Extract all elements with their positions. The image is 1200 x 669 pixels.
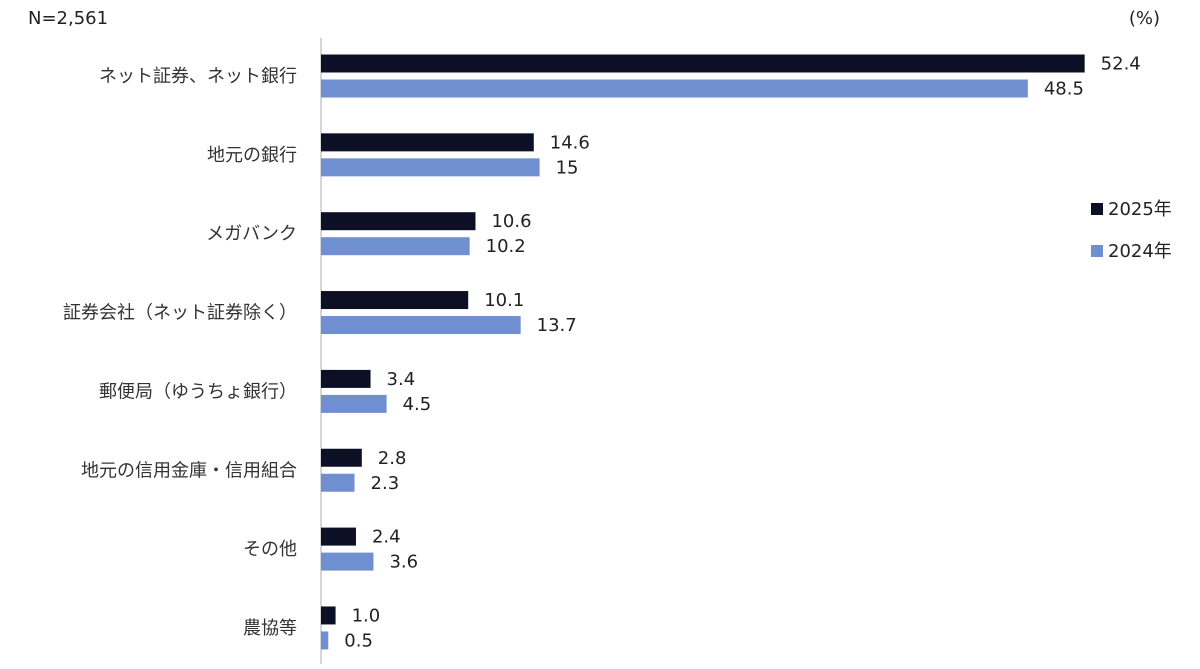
- category-label: メガバンク: [206, 224, 297, 245]
- category-label: その他: [243, 539, 297, 560]
- bar: [321, 552, 374, 571]
- bar: [321, 473, 355, 492]
- bar: [321, 133, 534, 152]
- category-label: 地元の信用金庫・信用組合: [81, 460, 297, 481]
- data-label: 14.6: [550, 132, 590, 153]
- category-label: ネット証券、ネット銀行: [99, 66, 297, 87]
- data-label: 13.7: [537, 315, 577, 336]
- bar: [321, 631, 329, 650]
- legend-swatch-2024: [1091, 245, 1103, 257]
- data-label: 15: [556, 157, 579, 178]
- data-label: 2.4: [372, 527, 401, 548]
- bars-layer: [321, 54, 1085, 650]
- bar: [321, 54, 1085, 73]
- data-label: 10.1: [484, 290, 524, 311]
- data-label: 52.4: [1101, 54, 1141, 75]
- bar: [321, 79, 1028, 98]
- bar: [321, 527, 356, 546]
- data-label: 3.6: [389, 552, 418, 573]
- bar: [321, 237, 470, 256]
- category-label: 地元の銀行: [207, 145, 297, 166]
- data-label: 10.2: [486, 236, 526, 257]
- bar: [321, 448, 362, 467]
- data-label: 2.3: [371, 473, 400, 494]
- legend-label-2024: 2024年: [1108, 241, 1172, 262]
- bar: [321, 369, 371, 388]
- legend-swatch-2025: [1091, 203, 1103, 215]
- sample-size-label: N=2,561: [28, 8, 108, 29]
- data-label: 1.0: [352, 605, 381, 626]
- data-label: 0.5: [344, 630, 373, 651]
- bar: [321, 394, 387, 413]
- bar: [321, 606, 336, 625]
- legend-label-2025: 2025年: [1108, 199, 1172, 220]
- category-label: 農協等: [243, 618, 297, 639]
- data-label: 2.8: [378, 448, 407, 469]
- value-labels: 52.4 48.5 14.6 15 10.6 10.2 10.1 13.7 3.4 4.5 2.8 2…: [344, 54, 1140, 652]
- category-label: 証券会社（ネット証券除く）: [63, 303, 297, 324]
- data-label: 48.5: [1044, 79, 1084, 100]
- unit-label: (%): [1129, 8, 1160, 29]
- data-label: 4.5: [403, 394, 432, 415]
- data-label: 10.6: [491, 211, 531, 232]
- legend: 2025年 2024年: [1091, 199, 1172, 262]
- data-label: 3.4: [387, 369, 416, 390]
- bar: [321, 316, 521, 335]
- bar: [321, 158, 540, 177]
- bar: [321, 212, 476, 231]
- category-label: 郵便局（ゆうちょ銀行）: [99, 381, 297, 402]
- bar: [321, 291, 469, 310]
